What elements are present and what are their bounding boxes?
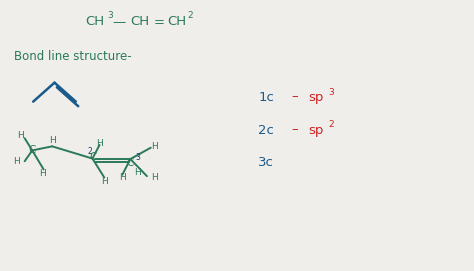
- Text: H: H: [13, 157, 20, 166]
- Text: 2: 2: [88, 147, 92, 156]
- Text: H: H: [151, 142, 157, 151]
- Text: C: C: [127, 158, 134, 167]
- Text: H: H: [96, 139, 103, 148]
- Text: CH: CH: [85, 15, 104, 28]
- Text: H: H: [134, 168, 141, 178]
- Text: H: H: [39, 169, 46, 178]
- Text: H: H: [18, 131, 24, 140]
- Text: 3: 3: [135, 153, 140, 162]
- Text: =: =: [154, 16, 165, 29]
- Text: C: C: [90, 152, 97, 162]
- Text: –: –: [291, 123, 298, 136]
- Text: H: H: [151, 173, 157, 182]
- Text: H: H: [101, 177, 108, 186]
- Text: 1c: 1c: [258, 91, 274, 104]
- Text: 2: 2: [188, 11, 193, 20]
- Text: 3: 3: [107, 11, 113, 20]
- Text: CH: CH: [167, 15, 186, 28]
- Text: H: H: [119, 173, 126, 182]
- Text: CH: CH: [130, 15, 149, 28]
- Text: 3: 3: [328, 88, 334, 97]
- Text: –: –: [291, 90, 298, 103]
- Text: sp: sp: [308, 124, 323, 137]
- Text: C: C: [28, 145, 36, 154]
- Text: 3c: 3c: [258, 156, 274, 169]
- Text: 2: 2: [328, 120, 334, 129]
- Text: 2c: 2c: [258, 124, 274, 137]
- Text: H: H: [49, 136, 55, 146]
- Text: Bond line structure-: Bond line structure-: [14, 50, 132, 63]
- Text: —: —: [113, 16, 126, 29]
- Text: sp: sp: [308, 91, 323, 104]
